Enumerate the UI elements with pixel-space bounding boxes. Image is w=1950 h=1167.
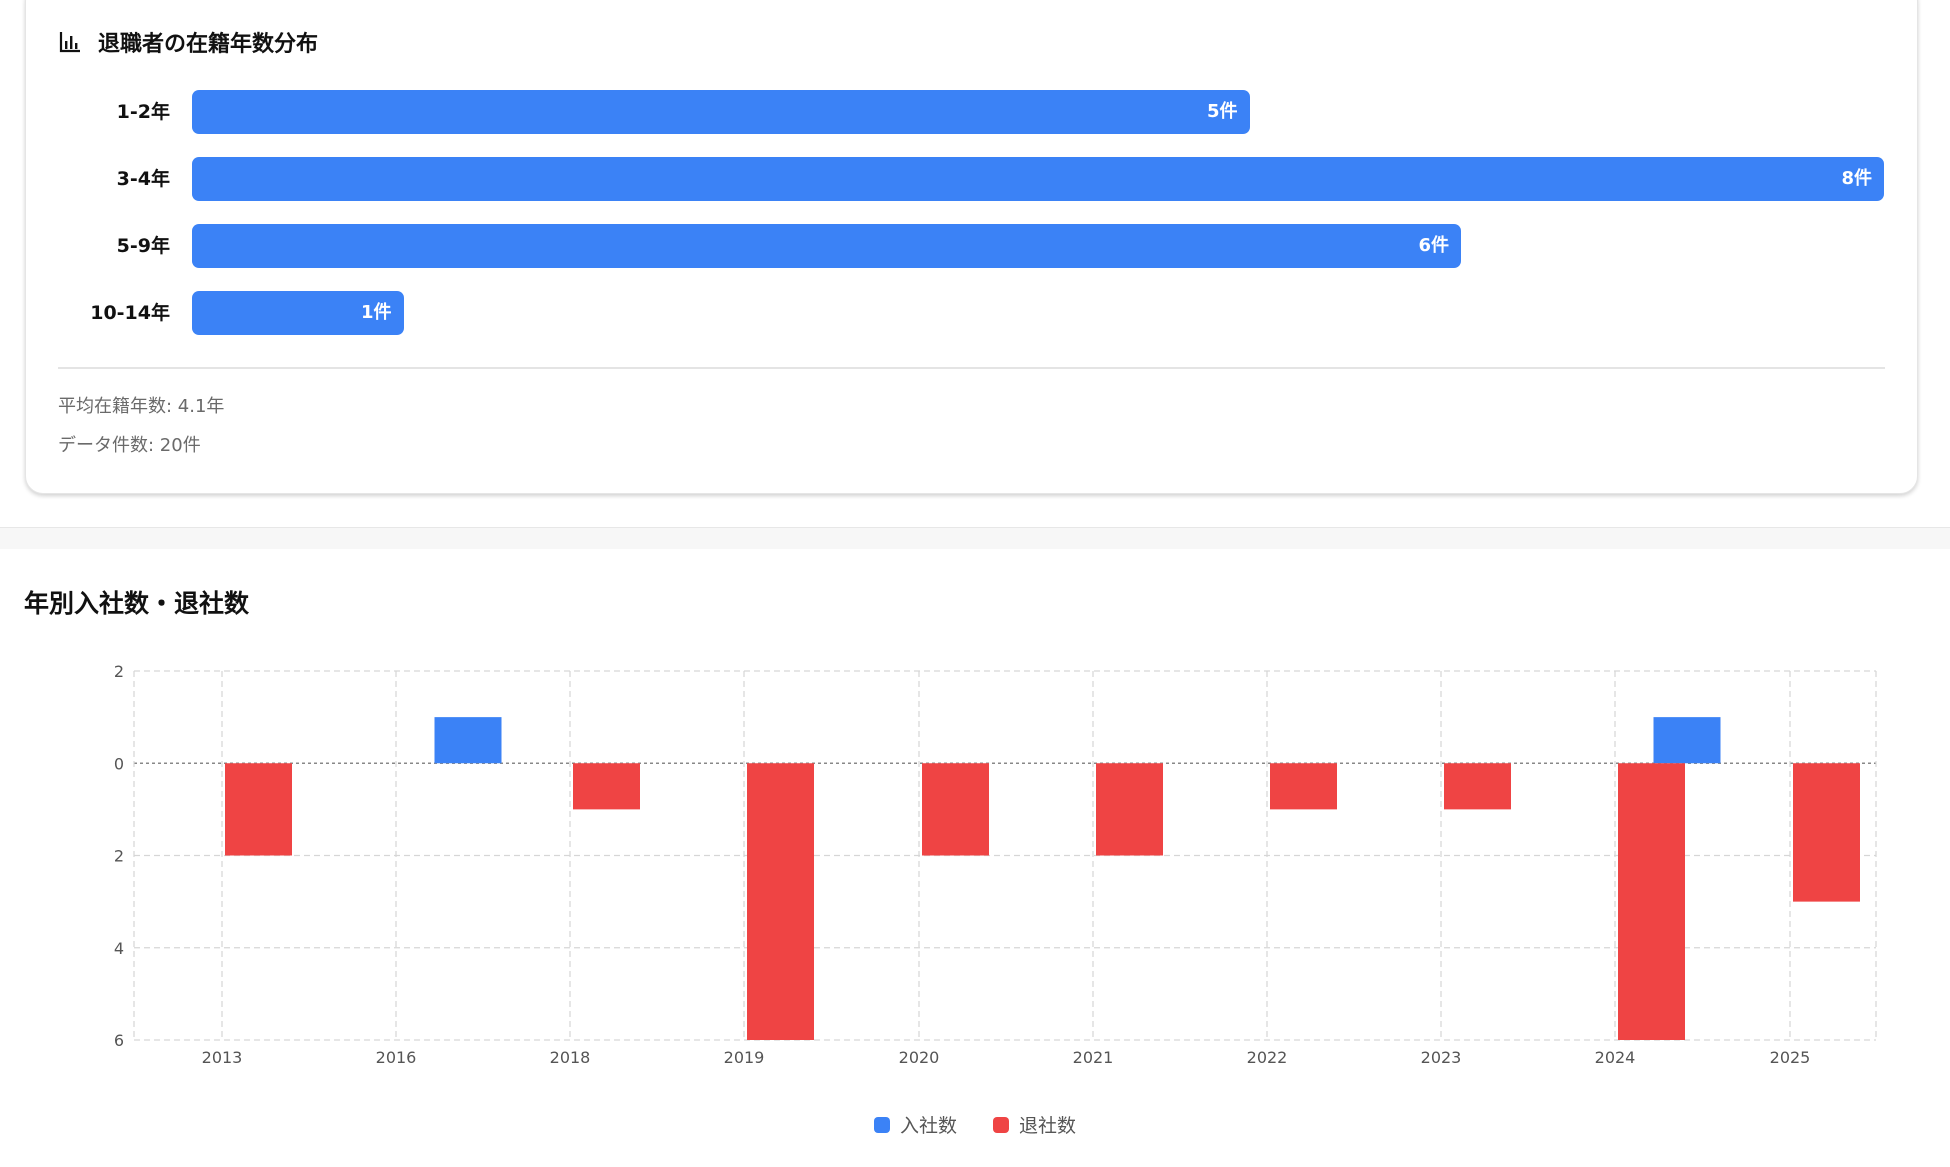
- average-tenure-text: 平均在籍年数: 4.1年: [58, 396, 225, 417]
- distribution-bar[interactable]: 5件: [192, 90, 1250, 134]
- bar-leavers: [1793, 763, 1860, 902]
- bar-leavers: [1618, 763, 1685, 1040]
- tenure-card-header: 退職者の在籍年数分布: [58, 26, 318, 58]
- legend-label-leavers: 退社数: [1019, 1115, 1077, 1137]
- x-tick-label: 2020: [899, 1048, 940, 1067]
- bar-leavers: [747, 763, 814, 1040]
- x-tick-label: 2018: [550, 1048, 591, 1067]
- distribution-bar-value: 1件: [360, 302, 392, 323]
- distribution-row-label: 1-2年: [116, 101, 170, 123]
- bar-hires: [434, 717, 502, 764]
- y-tick-label: 2: [114, 847, 124, 866]
- legend-label-hires: 入社数: [899, 1115, 957, 1137]
- distribution-bar-value: 8件: [1841, 168, 1872, 189]
- y-tick-label: 4: [114, 939, 124, 958]
- y-tick-label: 6: [114, 1031, 124, 1050]
- legend-item-hires[interactable]: 入社数: [873, 1111, 957, 1138]
- distribution-bar-value: 5件: [1206, 101, 1238, 122]
- legend-swatch-leavers: [993, 1116, 1009, 1133]
- divider: [58, 367, 1885, 369]
- x-tick-label: 2019: [724, 1048, 765, 1067]
- distribution-row: 5-9年 6件: [0, 223, 1950, 269]
- yearly-legend: 入社数 退社数: [0, 1111, 1950, 1138]
- x-tick-label: 2023: [1421, 1048, 1462, 1067]
- x-tick-label: 2025: [1770, 1048, 1811, 1067]
- bar-leavers: [1096, 763, 1163, 856]
- distribution-bar[interactable]: 1件: [192, 291, 404, 335]
- yearly-chart-title: 年別入社数・退社数: [24, 589, 250, 618]
- x-tick-label: 2013: [202, 1048, 243, 1067]
- y-tick-label: 0: [114, 754, 124, 773]
- bar-hires: [1653, 717, 1721, 764]
- y-tick-label: 2: [114, 662, 124, 681]
- bar-leavers: [922, 763, 989, 856]
- bar-leavers: [573, 763, 640, 810]
- distribution-bar[interactable]: 8件: [192, 157, 1884, 201]
- distribution-bar-value: 6件: [1418, 235, 1449, 256]
- x-tick-label: 2021: [1073, 1048, 1114, 1067]
- distribution-row-label: 5-9年: [116, 235, 170, 257]
- distribution-row: 3-4年 8件: [0, 156, 1950, 202]
- distribution-row: 1-2年 5件: [0, 89, 1950, 135]
- x-tick-label: 2022: [1247, 1048, 1288, 1067]
- x-tick-label: 2024: [1595, 1048, 1636, 1067]
- distribution-row-label: 10-14年: [90, 302, 170, 324]
- bar-leavers: [225, 763, 292, 856]
- legend-item-leavers[interactable]: 退社数: [993, 1111, 1076, 1138]
- bar-chart-icon: [59, 32, 80, 53]
- distribution-bar[interactable]: 6件: [192, 224, 1461, 268]
- distribution-row-label: 3-4年: [116, 168, 170, 190]
- bar-leavers: [1270, 763, 1337, 810]
- x-tick-label: 2016: [376, 1048, 417, 1067]
- distribution-row: 10-14年 1件: [0, 290, 1950, 336]
- bar-leavers: [1444, 763, 1511, 810]
- legend-swatch-hires: [873, 1116, 890, 1133]
- tenure-card-title: 退職者の在籍年数分布: [98, 32, 319, 57]
- data-count-text: データ件数: 20件: [58, 435, 201, 456]
